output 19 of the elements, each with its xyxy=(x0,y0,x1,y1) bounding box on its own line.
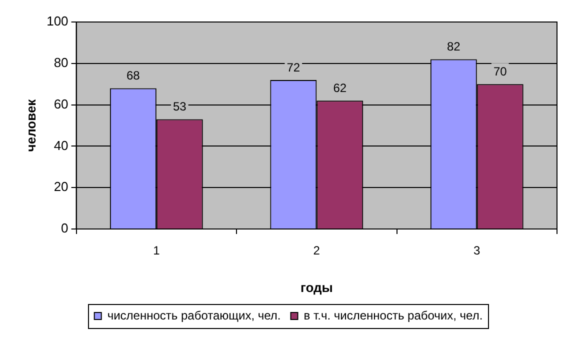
x-tick-label: 3 xyxy=(474,244,481,258)
data-label: 82 xyxy=(446,40,461,54)
y-axis-title: человек xyxy=(23,98,38,152)
y-tick-label: 80 xyxy=(54,54,68,70)
legend-label: в т.ч. численность рабочих, чел. xyxy=(304,308,483,322)
data-label: 68 xyxy=(126,68,140,83)
y-tick-label: 40 xyxy=(54,138,68,153)
x-axis-title: годы xyxy=(300,280,333,295)
x-tick-label: 2 xyxy=(313,244,320,258)
y-tick-label: 60 xyxy=(54,96,68,112)
data-label: 53 xyxy=(172,100,187,114)
y-tick-label: 0 xyxy=(61,220,68,236)
data-label: 72 xyxy=(286,60,300,74)
data-label: 62 xyxy=(333,80,347,95)
y-tick-label: 20 xyxy=(54,179,68,194)
legend-label: численность работающих, чел. xyxy=(107,308,281,322)
y-tick-label: 100 xyxy=(46,14,68,29)
x-tick-label: 1 xyxy=(153,244,160,258)
data-label: 70 xyxy=(493,64,508,78)
